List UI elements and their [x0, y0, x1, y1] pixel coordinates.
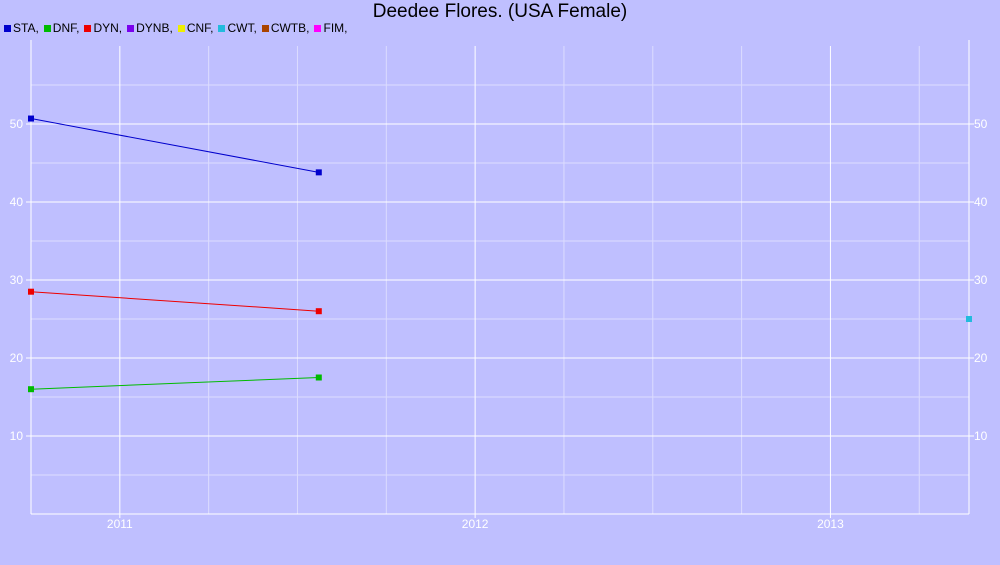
y-tick-label-right: 10: [974, 429, 988, 443]
legend-swatch: [314, 24, 322, 32]
y-tick-label-right: 30: [974, 273, 988, 287]
legend-item-fim: FIM,: [314, 21, 347, 35]
legend-label: DNF,: [52, 21, 80, 35]
y-tick-label-left: 10: [10, 429, 24, 443]
series-line-dyn: [30, 291, 319, 312]
data-point-cwt: [966, 316, 972, 322]
data-point-sta: [28, 115, 34, 122]
legend-swatch: [4, 24, 11, 32]
legend: STA, DNF, DYN, DYNB, CNF, CWT, CWTB, FIM,: [4, 20, 352, 36]
legend-item-dynb: DYNB,: [127, 21, 173, 35]
y-tick-label-left: 40: [10, 195, 24, 209]
legend-label: DYN,: [93, 21, 123, 35]
major-grid: [31, 46, 969, 514]
legend-swatch: [84, 24, 92, 32]
legend-item-cnf: CNF,: [177, 21, 214, 35]
legend-label: DYNB,: [136, 21, 173, 35]
series-line-sta: [30, 118, 319, 173]
y-tick-label-left: 30: [10, 273, 24, 287]
x-tick-label: 2012: [462, 517, 489, 531]
tick-labels: 10 10 20 20 30 30 40 40 50 50 2011 2012 2013: [10, 117, 988, 531]
data-point-sta: [315, 169, 322, 176]
legend-item-sta: STA,: [4, 21, 39, 35]
legend-label: CWTB,: [270, 21, 310, 35]
legend-swatch: [261, 24, 269, 32]
legend-item-cwtb: CWTB,: [261, 21, 310, 35]
legend-item-dnf: DNF,: [43, 21, 80, 35]
legend-swatch: [127, 24, 135, 32]
y-tick-label-left: 20: [10, 351, 24, 365]
x-tick-label: 2013: [817, 517, 844, 531]
legend-swatch: [218, 24, 226, 32]
legend-label: STA,: [13, 21, 39, 35]
series-line-dnf: [30, 377, 319, 390]
axes: [26, 40, 974, 518]
y-tick-label-right: 40: [974, 195, 988, 209]
chart-title: Deedee Flores. (USA Female): [372, 1, 628, 22]
y-tick-label-right: 20: [974, 351, 988, 365]
series-layer: [28, 115, 972, 393]
x-tick-label: 2011: [107, 517, 133, 531]
legend-swatch: [43, 24, 51, 32]
y-tick-label-right: 50: [974, 117, 988, 131]
legend-label: CNF,: [186, 21, 214, 35]
data-point-dnf: [28, 386, 34, 393]
legend-label: CWT,: [227, 21, 257, 35]
legend-swatch: [177, 24, 185, 32]
legend-label: FIM,: [323, 21, 348, 35]
legend-item-dyn: DYN,: [84, 21, 122, 35]
data-point-dyn: [28, 288, 34, 295]
y-tick-label-left: 50: [10, 117, 24, 131]
legend-item-cwt: CWT,: [218, 21, 257, 35]
data-point-dyn: [315, 308, 322, 315]
data-point-dnf: [315, 374, 322, 381]
